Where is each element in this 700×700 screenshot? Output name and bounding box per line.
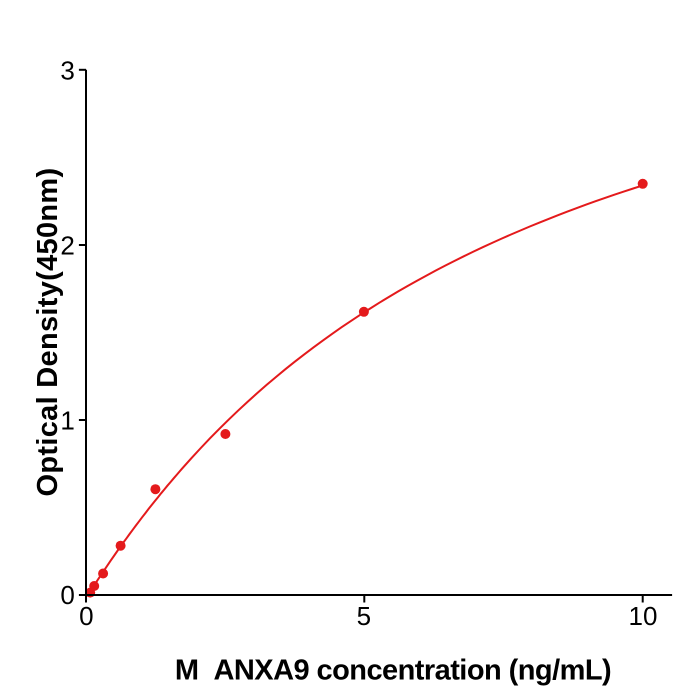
svg-text:2: 2 bbox=[60, 231, 74, 261]
svg-text:0: 0 bbox=[79, 601, 93, 631]
svg-text:0: 0 bbox=[60, 580, 74, 610]
svg-text:1: 1 bbox=[60, 406, 74, 436]
svg-text:10: 10 bbox=[629, 601, 658, 631]
svg-text:M ANXA9 concentration (ng/mL): M ANXA9 concentration (ng/mL) bbox=[175, 654, 611, 686]
svg-text:3: 3 bbox=[60, 55, 74, 85]
svg-text:5: 5 bbox=[357, 601, 371, 631]
svg-text:Optical Density(450nm): Optical Density(450nm) bbox=[32, 168, 64, 497]
